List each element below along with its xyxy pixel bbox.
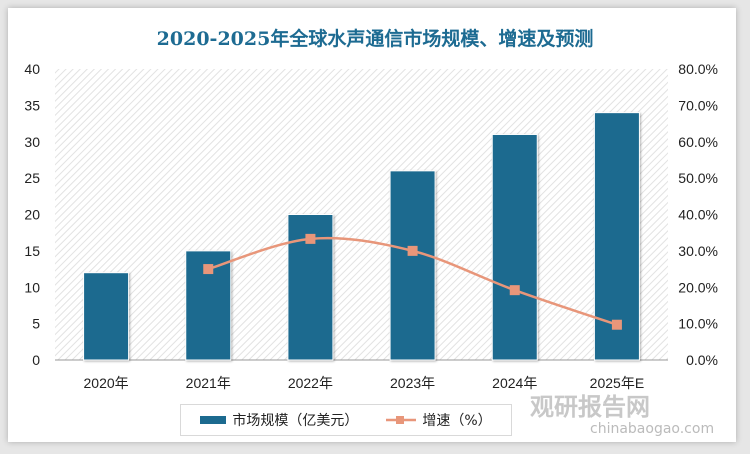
growth-marker [305,233,316,244]
growth-marker [407,245,418,256]
y2-tick-label: 20.0% [678,279,718,295]
x-tick-label: 2021年 [186,375,231,391]
bar [83,272,130,361]
y-tick-label: 35 [24,97,40,113]
y2-tick-label: 80.0% [678,61,718,77]
x-tick-label: 2023年 [390,375,435,391]
y2-tick-label: 30.0% [678,243,718,259]
y2-tick-label: 0.0% [686,352,718,368]
y-tick-label: 30 [24,134,40,150]
bar [491,133,538,361]
legend-item-bar[interactable]: 市场规模（亿美元） [200,410,358,430]
bar [389,170,436,361]
y2-tick-label: 70.0% [678,97,718,113]
growth-marker [611,319,622,330]
y-tick-label: 40 [24,61,40,77]
y-tick-label: 20 [24,207,40,223]
watermark-brand: 观研报告网 [530,393,650,421]
watermark-url: chinabaogao.com [590,421,715,437]
legend: 市场规模（亿美元） 增速（%） [180,404,512,436]
legend-label: 增速（%） [422,413,492,429]
growth-marker [203,264,214,275]
y-tick-label: 10 [24,279,40,295]
legend-bar-swatch [200,416,227,424]
y-tick-label: 15 [24,243,40,259]
x-tick-label: 2020年 [84,375,129,391]
y2-tick-label: 40.0% [678,207,718,223]
x-tick-label: 2024年 [492,375,537,391]
legend-label: 市场规模（亿美元） [232,413,359,429]
y-tick-label: 0 [32,352,40,368]
growth-marker [509,285,520,296]
y2-tick-label: 10.0% [678,316,718,332]
x-tick-label: 2022年 [288,375,333,391]
y2-tick-label: 60.0% [678,134,718,150]
y-tick-label: 5 [32,316,40,332]
legend-item-line[interactable]: 增速（%） [386,410,492,430]
y2-tick-label: 50.0% [678,170,718,186]
y-tick-label: 25 [24,170,40,186]
x-tick-label: 2025年E [590,375,644,391]
chart-title: 2020-2025年全球水声通信市场规模、增速及预测 [156,28,594,50]
plot-area [55,69,668,360]
legend-line-swatch [386,416,417,424]
